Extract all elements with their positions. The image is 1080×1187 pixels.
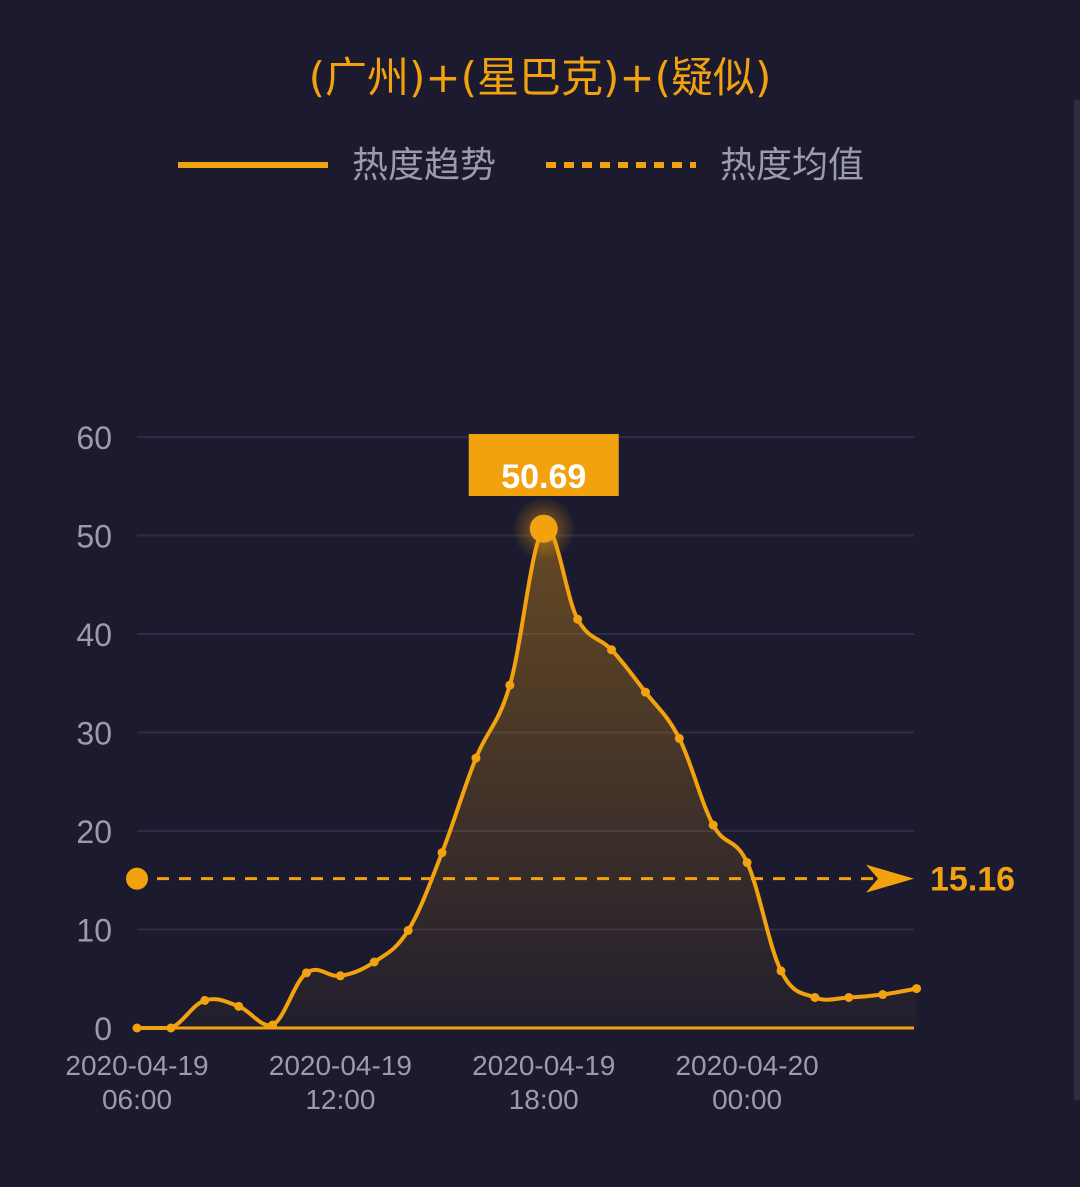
data-point	[810, 992, 820, 1002]
y-axis-ticks: 0 10 20 30 40 50 60	[76, 420, 112, 1047]
y-tick-label: 10	[76, 913, 112, 949]
legend-item-average: 热度均值	[720, 145, 864, 186]
y-tick-label: 50	[76, 519, 112, 555]
data-point	[268, 1020, 278, 1030]
x-tick-label-time: 00:00	[712, 1084, 782, 1115]
x-tick-label-time: 18:00	[509, 1084, 579, 1115]
average-arrow	[866, 864, 914, 893]
data-point	[335, 971, 345, 981]
peak-point	[529, 514, 558, 543]
data-point	[403, 925, 413, 935]
data-point	[369, 957, 379, 967]
data-point	[776, 966, 786, 976]
peak-value-label: 50.69	[501, 458, 586, 496]
data-point	[471, 753, 481, 763]
data-point	[674, 733, 684, 743]
x-tick-label-time: 12:00	[305, 1084, 375, 1115]
series-line-group	[136, 525, 917, 1031]
peak-marker-group: 50.69	[468, 434, 619, 561]
series-area-fill	[137, 527, 917, 1028]
legend: 热度趋势 热度均值	[178, 145, 864, 186]
peak-label-box	[468, 434, 619, 496]
data-point	[742, 858, 752, 868]
y-tick-label: 60	[76, 420, 112, 456]
x-tick-label-date: 2020-04-19	[472, 1050, 615, 1081]
average-start-dot	[126, 867, 148, 890]
y-tick-label: 0	[94, 1011, 112, 1047]
chart-title: (广州)+(星巴克)+(疑似)	[309, 53, 772, 102]
data-point	[505, 680, 515, 690]
data-point	[878, 990, 888, 1000]
x-axis-ticks: 2020-04-1906:002020-04-1912:002020-04-19…	[65, 1050, 818, 1115]
data-point	[234, 1001, 244, 1011]
scrollbar-track[interactable]	[1074, 100, 1080, 1100]
y-tick-label: 40	[76, 617, 112, 653]
x-tick-label-date: 2020-04-19	[269, 1050, 412, 1081]
data-point	[640, 687, 650, 697]
data-point	[912, 984, 922, 994]
series-line	[136, 525, 917, 1031]
data-point	[301, 968, 311, 978]
y-tick-label: 20	[76, 814, 112, 850]
data-point	[844, 992, 854, 1002]
y-tick-label: 30	[76, 716, 112, 752]
series-points	[132, 614, 922, 1033]
data-point	[132, 1023, 142, 1033]
data-point	[573, 614, 583, 624]
x-tick-label-time: 06:00	[102, 1084, 172, 1115]
data-point	[200, 995, 210, 1005]
data-point	[166, 1023, 176, 1033]
x-tick-label-date: 2020-04-20	[675, 1050, 818, 1081]
data-point	[437, 848, 447, 858]
data-point	[607, 645, 617, 655]
legend-item-trend: 热度趋势	[352, 145, 496, 186]
series-area	[137, 527, 917, 1028]
average-value-label: 15.16	[930, 861, 1015, 899]
data-point	[708, 820, 718, 830]
x-tick-label-date: 2020-04-19	[65, 1050, 208, 1081]
